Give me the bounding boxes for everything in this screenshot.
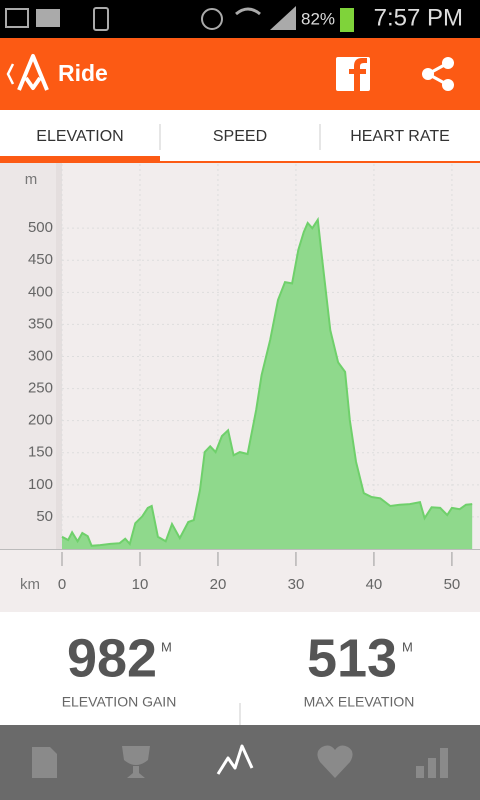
- stat-value: 982: [67, 628, 157, 688]
- phone-icon: [93, 7, 109, 31]
- stat-label: ELEVATION GAIN: [62, 694, 177, 710]
- y-tick-label: 500: [28, 219, 53, 236]
- tab-underline: [0, 161, 480, 163]
- stat-unit: M: [402, 639, 413, 654]
- alarm-icon: [201, 8, 223, 30]
- stat-value: 513: [307, 628, 397, 688]
- back-arrow[interactable]: [6, 63, 15, 85]
- tab-bar: [0, 110, 480, 162]
- y-axis-label: m: [25, 171, 38, 188]
- wifi-icon: [235, 7, 261, 16]
- battery-icon: [340, 8, 354, 32]
- y-tick-label: 450: [28, 251, 53, 268]
- facebook-f: [349, 58, 367, 91]
- clock: 7:57 PM: [374, 4, 463, 31]
- y-tick-label: 400: [28, 283, 53, 300]
- y-axis-shadow: [56, 163, 62, 549]
- plot: 50 100 150 200 250 300 350 400 450 500 0 10 20 30 40 50: [28, 164, 480, 593]
- y-tick-label: 100: [28, 476, 53, 493]
- y-axis-panel: [0, 163, 62, 549]
- y-tick-label: 50: [36, 508, 53, 525]
- app-title: Ride: [58, 60, 108, 86]
- x-tick-label: 40: [366, 576, 383, 593]
- x-axis-panel: [0, 549, 480, 612]
- y-tick-label: 350: [28, 315, 53, 332]
- share-button[interactable]: [422, 57, 454, 91]
- gallery-icon: [5, 8, 29, 28]
- tab-indicator: [0, 156, 160, 161]
- status-bar: [0, 0, 480, 38]
- x-tick-label: 30: [288, 576, 305, 593]
- nav-achievements[interactable]: [122, 746, 150, 778]
- app-logo[interactable]: [17, 54, 49, 91]
- nav-feed[interactable]: [32, 747, 57, 778]
- x-tick-label: 20: [210, 576, 227, 593]
- y-tick-label: 200: [28, 412, 53, 429]
- signal-icon: [270, 6, 296, 30]
- area-fill: [62, 219, 473, 550]
- y-tick-label: 150: [28, 444, 53, 461]
- stat-unit: M: [161, 639, 172, 654]
- x-axis-label: km: [20, 576, 40, 593]
- area-line: [61, 216, 473, 547]
- tab[interactable]: SPEED: [213, 128, 267, 145]
- x-tick-label: 50: [444, 576, 461, 593]
- x-tick-label: 10: [132, 576, 149, 593]
- nav-analysis[interactable]: [216, 744, 254, 775]
- nav-stats[interactable]: [416, 748, 448, 778]
- y-tick-label: 250: [28, 380, 53, 397]
- y-tick-label: 300: [28, 347, 53, 364]
- tab[interactable]: HEART RATE: [350, 128, 450, 145]
- mail-icon: [36, 9, 60, 27]
- bottom-nav: [0, 725, 480, 800]
- nav-heart[interactable]: [317, 745, 353, 778]
- battery-text: 82%: [301, 9, 335, 28]
- app-bar: [0, 38, 480, 110]
- x-tick-label: 0: [58, 576, 66, 593]
- tab[interactable]: ELEVATION: [36, 128, 123, 145]
- stat-label: MAX ELEVATION: [304, 694, 415, 710]
